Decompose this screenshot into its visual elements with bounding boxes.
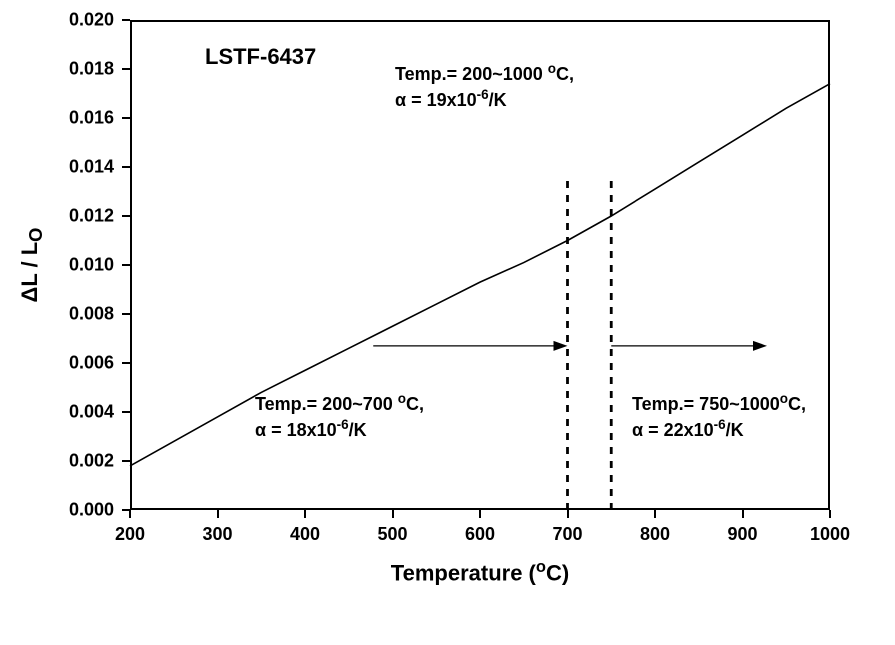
y-tick <box>122 68 130 70</box>
x-tick <box>829 510 831 518</box>
y-tick <box>122 362 130 364</box>
anno-right-l2b: /K <box>726 420 744 440</box>
ylabel-mid: L / L <box>17 242 42 287</box>
anno-right-l2a: α = 22x10 <box>632 420 714 440</box>
x-tick <box>217 510 219 518</box>
anno-top-l1a: Temp.= 200~1000 <box>395 64 548 84</box>
anno-left-l1sup: o <box>398 391 406 406</box>
y-tick-label: 0.016 <box>50 108 114 129</box>
xlabel-text-b: C) <box>546 560 569 585</box>
anno-top-l2sup: -6 <box>477 87 489 102</box>
y-tick <box>122 460 130 462</box>
x-tick-label: 800 <box>640 524 670 545</box>
x-tick-label: 1000 <box>810 524 850 545</box>
anno-top-l2b: /K <box>489 90 507 110</box>
annotation-left: Temp.= 200~700 oC, α = 18x10-6/K <box>255 390 424 443</box>
y-tick-label: 0.002 <box>50 451 114 472</box>
x-tick <box>392 510 394 518</box>
y-tick-label: 0.020 <box>50 10 114 31</box>
x-tick-label: 300 <box>202 524 232 545</box>
y-tick <box>122 411 130 413</box>
anno-right-l1sup: o <box>780 391 788 406</box>
y-tick <box>122 19 130 21</box>
x-tick <box>742 510 744 518</box>
y-tick-label: 0.014 <box>50 157 114 178</box>
y-tick-label: 0.006 <box>50 353 114 374</box>
anno-left-l2b: /K <box>349 420 367 440</box>
anno-top-l1sup: o <box>548 61 556 76</box>
annotation-top: Temp.= 200~1000 oC, α = 19x10-6/K <box>395 60 574 113</box>
y-axis-label: ΔL / LO <box>17 228 47 303</box>
x-axis-label: Temperature (oC) <box>130 558 830 586</box>
xlabel-sup: o <box>536 558 546 576</box>
chart-container: Temperature (oC) ΔL / LO LSTF-6437 Temp.… <box>0 0 895 645</box>
x-tick-label: 600 <box>465 524 495 545</box>
anno-left-l1a: Temp.= 200~700 <box>255 394 398 414</box>
x-tick <box>129 510 131 518</box>
title-tag-text: LSTF-6437 <box>205 44 316 69</box>
annotation-right: Temp.= 750~1000oC, α = 22x10-6/K <box>632 390 806 443</box>
x-tick-label: 700 <box>552 524 582 545</box>
y-tick-label: 0.000 <box>50 500 114 521</box>
x-tick <box>479 510 481 518</box>
x-tick <box>654 510 656 518</box>
y-tick-label: 0.012 <box>50 206 114 227</box>
x-tick <box>304 510 306 518</box>
x-tick-label: 400 <box>290 524 320 545</box>
y-tick <box>122 166 130 168</box>
anno-left-l1b: C, <box>406 394 424 414</box>
y-tick <box>122 264 130 266</box>
x-tick-label: 900 <box>727 524 757 545</box>
anno-left-l2sup: -6 <box>337 417 349 432</box>
anno-right-l1a: Temp.= 750~1000 <box>632 394 780 414</box>
chart-title-tag: LSTF-6437 <box>205 42 316 72</box>
xlabel-text-a: Temperature ( <box>391 560 536 585</box>
x-tick-label: 200 <box>115 524 145 545</box>
y-tick-label: 0.004 <box>50 402 114 423</box>
ylabel-pre: Δ <box>17 287 42 303</box>
anno-right-l2sup: -6 <box>714 417 726 432</box>
anno-left-l2a: α = 18x10 <box>255 420 337 440</box>
y-tick-label: 0.018 <box>50 59 114 80</box>
y-tick-label: 0.010 <box>50 255 114 276</box>
x-tick <box>567 510 569 518</box>
x-tick-label: 500 <box>377 524 407 545</box>
anno-top-l2a: α = 19x10 <box>395 90 477 110</box>
y-tick <box>122 509 130 511</box>
y-tick <box>122 215 130 217</box>
y-tick <box>122 117 130 119</box>
ylabel-sub: O <box>25 228 46 242</box>
y-tick-label: 0.008 <box>50 304 114 325</box>
anno-top-l1b: C, <box>556 64 574 84</box>
anno-right-l1b: C, <box>788 394 806 414</box>
y-tick <box>122 313 130 315</box>
